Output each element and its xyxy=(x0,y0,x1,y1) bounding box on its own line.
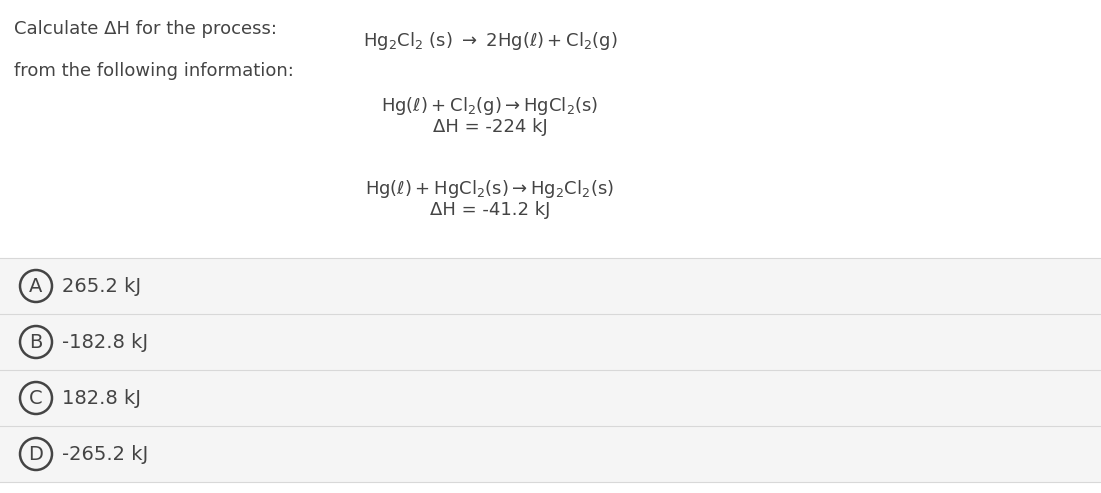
Text: Calculate ΔH for the process:: Calculate ΔH for the process: xyxy=(14,20,277,38)
FancyBboxPatch shape xyxy=(0,314,1101,370)
Text: B: B xyxy=(30,332,43,352)
FancyBboxPatch shape xyxy=(0,370,1101,426)
Text: -265.2 kJ: -265.2 kJ xyxy=(62,445,149,463)
Text: $\mathrm{Hg(\ell) + HgCl_2(s) \rightarrow Hg_2Cl_2(s)}$: $\mathrm{Hg(\ell) + HgCl_2(s) \rightarro… xyxy=(366,178,614,200)
FancyBboxPatch shape xyxy=(0,426,1101,482)
Text: $\mathrm{Hg_2Cl_2}$ (s) $\rightarrow$ $\mathrm{2Hg(\ell) + Cl_2(g)}$: $\mathrm{Hg_2Cl_2}$ (s) $\rightarrow$ $\… xyxy=(362,30,618,52)
Text: A: A xyxy=(30,277,43,295)
Text: 182.8 kJ: 182.8 kJ xyxy=(62,388,141,408)
Text: $\mathrm{Hg(\ell) + Cl_2(g) \rightarrow HgCl_2(s)}$: $\mathrm{Hg(\ell) + Cl_2(g) \rightarrow … xyxy=(381,95,599,117)
Text: -182.8 kJ: -182.8 kJ xyxy=(62,332,149,352)
Text: 265.2 kJ: 265.2 kJ xyxy=(62,277,141,295)
FancyBboxPatch shape xyxy=(0,258,1101,314)
Text: ΔH = -41.2 kJ: ΔH = -41.2 kJ xyxy=(429,201,550,219)
Text: C: C xyxy=(30,388,43,408)
Text: D: D xyxy=(29,445,43,463)
Text: from the following information:: from the following information: xyxy=(14,62,294,80)
Text: ΔH = -224 kJ: ΔH = -224 kJ xyxy=(433,118,547,136)
